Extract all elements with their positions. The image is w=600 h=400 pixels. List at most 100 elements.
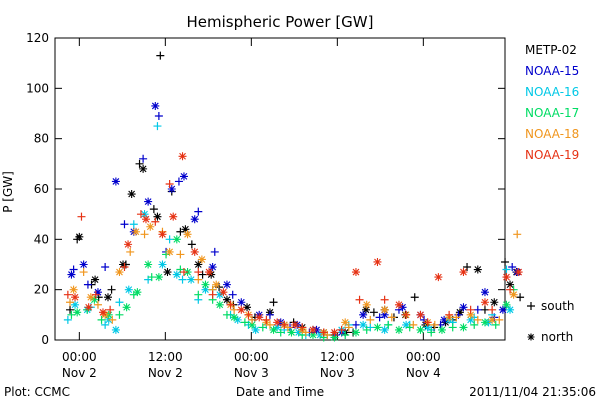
north-point (86, 293, 95, 302)
north-point (167, 185, 176, 193)
north-point (219, 288, 228, 297)
north-point (490, 298, 499, 307)
legend-entry: NOAA-15 (525, 64, 579, 78)
south-point (380, 295, 389, 304)
south-point (488, 305, 497, 314)
x-tick-day-label: Nov 3 (234, 366, 269, 380)
north-point (459, 268, 468, 277)
north-point (506, 280, 515, 289)
north-point (416, 325, 425, 334)
north-point (362, 305, 370, 314)
south-point (351, 320, 360, 329)
south-point (101, 263, 110, 272)
south-point (495, 315, 504, 324)
north-point (488, 315, 497, 324)
north-point (146, 222, 155, 231)
north-point (351, 268, 360, 277)
north-point (71, 293, 80, 302)
south-point (174, 177, 183, 186)
south-point (101, 320, 110, 329)
south-point (402, 310, 411, 319)
north-point (362, 300, 371, 309)
south-point (473, 315, 482, 324)
y-tick-label: 100 (26, 81, 49, 95)
south-point (280, 320, 289, 329)
footer-credit: Plot: CCMC (4, 385, 70, 399)
south-point (139, 154, 148, 163)
north-point (84, 303, 93, 312)
north-point (480, 298, 489, 307)
north-point (373, 257, 382, 266)
south-point (210, 247, 219, 256)
y-tick-label: 80 (34, 132, 49, 146)
north-point (111, 325, 120, 334)
south-point (355, 295, 364, 304)
north-point (190, 247, 199, 256)
x-tick-day-label: Nov 2 (148, 366, 183, 380)
south-point (409, 320, 418, 329)
north-point (459, 303, 468, 312)
marker-legend-symbol (527, 302, 535, 310)
south-point (198, 270, 207, 279)
north-point (359, 320, 368, 329)
chart-title: Hemispheric Power [GW] (187, 13, 374, 31)
south-point (66, 305, 75, 314)
north-point (394, 300, 403, 309)
north-point (502, 273, 511, 282)
south-point (276, 328, 285, 337)
north-point (330, 333, 339, 342)
north-point (251, 325, 260, 334)
north-point (98, 308, 107, 317)
north-point (91, 275, 100, 284)
north-point (480, 318, 489, 327)
y-tick-label: 0 (41, 333, 49, 347)
legend-entry: NOAA-19 (525, 148, 579, 162)
south-point (149, 205, 158, 214)
south-point (244, 310, 253, 319)
legend-entry: NOAA-16 (525, 85, 579, 99)
south-point (230, 305, 239, 314)
x-tick-day-label: Nov 4 (406, 366, 441, 380)
north-point (141, 215, 150, 224)
north-point (197, 255, 206, 264)
legend-entry: NOAA-17 (525, 106, 579, 120)
north-point (380, 310, 389, 319)
north-point (398, 303, 407, 312)
south-point (502, 265, 511, 274)
south-point (470, 320, 479, 329)
south-point (319, 328, 328, 337)
north-point (79, 260, 88, 269)
south-point (344, 323, 353, 332)
south-point (115, 310, 124, 319)
north-point (127, 190, 136, 199)
north-point (208, 263, 217, 272)
north-point (502, 300, 511, 309)
north-point (440, 315, 449, 324)
south-point (115, 298, 124, 307)
north-point (69, 285, 78, 294)
south-point (366, 315, 375, 324)
south-point (63, 290, 72, 299)
north-point (359, 310, 368, 319)
north-point (181, 225, 190, 234)
north-point (248, 320, 257, 329)
south-point (136, 210, 145, 219)
north-point (73, 308, 82, 317)
north-point (93, 288, 102, 297)
legend-entry: NOAA-18 (525, 127, 579, 141)
north-point (237, 305, 246, 314)
south-point (269, 298, 278, 307)
north-point (291, 320, 300, 329)
north-point (124, 240, 133, 249)
north-point (434, 273, 443, 282)
x-tick-time-label: 12:00 (320, 350, 355, 364)
x-axis: 00:00 Nov 2 12:00 Nov 2 00:00 Nov 3 12:00 Nov 3… (62, 38, 441, 380)
south-point (63, 315, 72, 324)
marker-legend-symbol (527, 333, 535, 341)
south-point (410, 293, 419, 302)
x-tick-day-label: Nov 2 (62, 366, 97, 380)
south-point (387, 313, 396, 322)
north-point (187, 275, 196, 284)
south-point (362, 325, 371, 334)
south-point (176, 250, 185, 259)
